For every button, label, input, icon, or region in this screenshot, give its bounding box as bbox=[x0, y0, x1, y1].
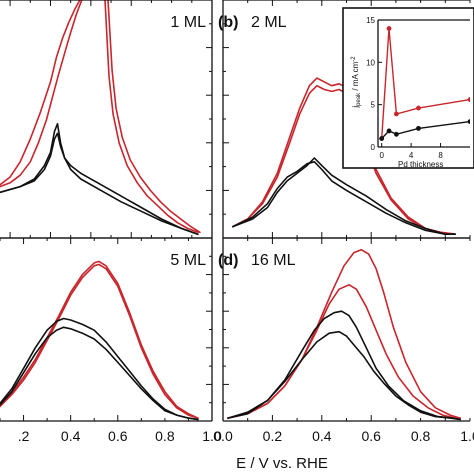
inset-y-label: jpeak / mA cm-2 bbox=[351, 56, 362, 109]
x-tick-label: 1.0 bbox=[202, 428, 222, 444]
inset-series bbox=[379, 26, 470, 141]
inset-reference-point bbox=[386, 128, 392, 134]
x-tick-label: 0.8 bbox=[155, 428, 175, 444]
pd-curve-1 bbox=[232, 77, 456, 235]
inset-frame bbox=[342, 7, 474, 169]
inset-pd-point bbox=[416, 105, 421, 111]
inset-y-label-part: j bbox=[351, 106, 360, 109]
pd-curve-0 bbox=[0, 263, 199, 419]
inset-panel: 0 5 10 15 0 4 8Pd thickness jpeak / mA cm-2 bbox=[342, 7, 474, 169]
inset-reference-point bbox=[394, 131, 399, 137]
x-axis-label: E / V vs. RHE bbox=[236, 455, 328, 472]
panel-letter: (d) bbox=[218, 252, 238, 269]
x-tick-label: 0.0 bbox=[213, 428, 233, 444]
x-tick-label: 0.4 bbox=[312, 428, 332, 444]
reference-curve-3 bbox=[232, 161, 456, 235]
reference-curve-2 bbox=[227, 310, 461, 421]
pd-curve-0 bbox=[0, 0, 81, 186]
curves bbox=[0, 260, 199, 421]
inset-y-label-part: peak bbox=[356, 92, 362, 106]
curves bbox=[232, 77, 456, 235]
inset-x-tick-label: 4 bbox=[409, 151, 414, 160]
panel-d: 0.0 0.2 0.4 0.6 0.8 1.0 16 ML (d) bbox=[213, 237, 474, 444]
inset-reference-point bbox=[416, 125, 421, 131]
pd-curve-0 bbox=[232, 84, 456, 235]
x-tick-label: .2 bbox=[18, 428, 30, 444]
pd-curve-1 bbox=[0, 260, 199, 419]
x-tick-label: 0.6 bbox=[361, 428, 381, 444]
curves bbox=[0, 0, 201, 235]
x-tick-label: 0.6 bbox=[108, 428, 128, 444]
reference-curve-2 bbox=[232, 157, 456, 235]
curves bbox=[227, 248, 461, 421]
pd-curve-1 bbox=[0, 0, 83, 188]
panel-title: 2 ML bbox=[251, 14, 287, 31]
x-tick-label: 0.4 bbox=[61, 428, 81, 444]
inset-x-tick-label: 0 bbox=[379, 151, 384, 160]
panel-title: 1 ML bbox=[170, 14, 206, 31]
x-tick-label: 0.8 bbox=[411, 428, 431, 444]
panel-letter: (b) bbox=[218, 14, 238, 31]
reference-curve-5 bbox=[0, 123, 199, 235]
panel-c: .2 0.4 0.6 0.8 1.0 5 ML bbox=[0, 237, 222, 444]
panel-a: 1 ML bbox=[0, 0, 213, 239]
panel-title: 5 ML bbox=[170, 252, 206, 269]
inset-pd-point bbox=[394, 111, 399, 117]
x-tick-label: 1.0 bbox=[460, 428, 474, 444]
pd-curve-3 bbox=[107, 0, 201, 234]
inset-x-tick-label: 8 bbox=[438, 151, 443, 160]
panel-title: 16 ML bbox=[251, 252, 296, 269]
inset-y-label-part: / mA cm bbox=[351, 61, 360, 92]
inset-y-tick-label: 15 bbox=[366, 16, 375, 25]
inset-y-tick-label: 0 bbox=[371, 143, 376, 152]
inset-y-label-part: -2 bbox=[351, 56, 357, 62]
inset-reference-point bbox=[467, 119, 470, 124]
x-tick-label: 0.2 bbox=[263, 428, 283, 444]
inset-pd-point bbox=[467, 97, 470, 102]
inset-pd-point bbox=[386, 26, 392, 31]
pd-curve-1 bbox=[227, 284, 461, 419]
reference-curve-3 bbox=[0, 326, 199, 421]
reference-curve-2 bbox=[0, 317, 199, 421]
inset-reference-point bbox=[379, 136, 385, 141]
inset-x-label: Pd thickness bbox=[398, 160, 443, 169]
inset-y-tick-label: 5 bbox=[371, 101, 376, 110]
inset-y-tick-label: 10 bbox=[366, 58, 375, 67]
reference-curve-4 bbox=[0, 132, 199, 235]
pd-curve-2 bbox=[104, 0, 199, 234]
reference-curve-3 bbox=[227, 330, 461, 421]
